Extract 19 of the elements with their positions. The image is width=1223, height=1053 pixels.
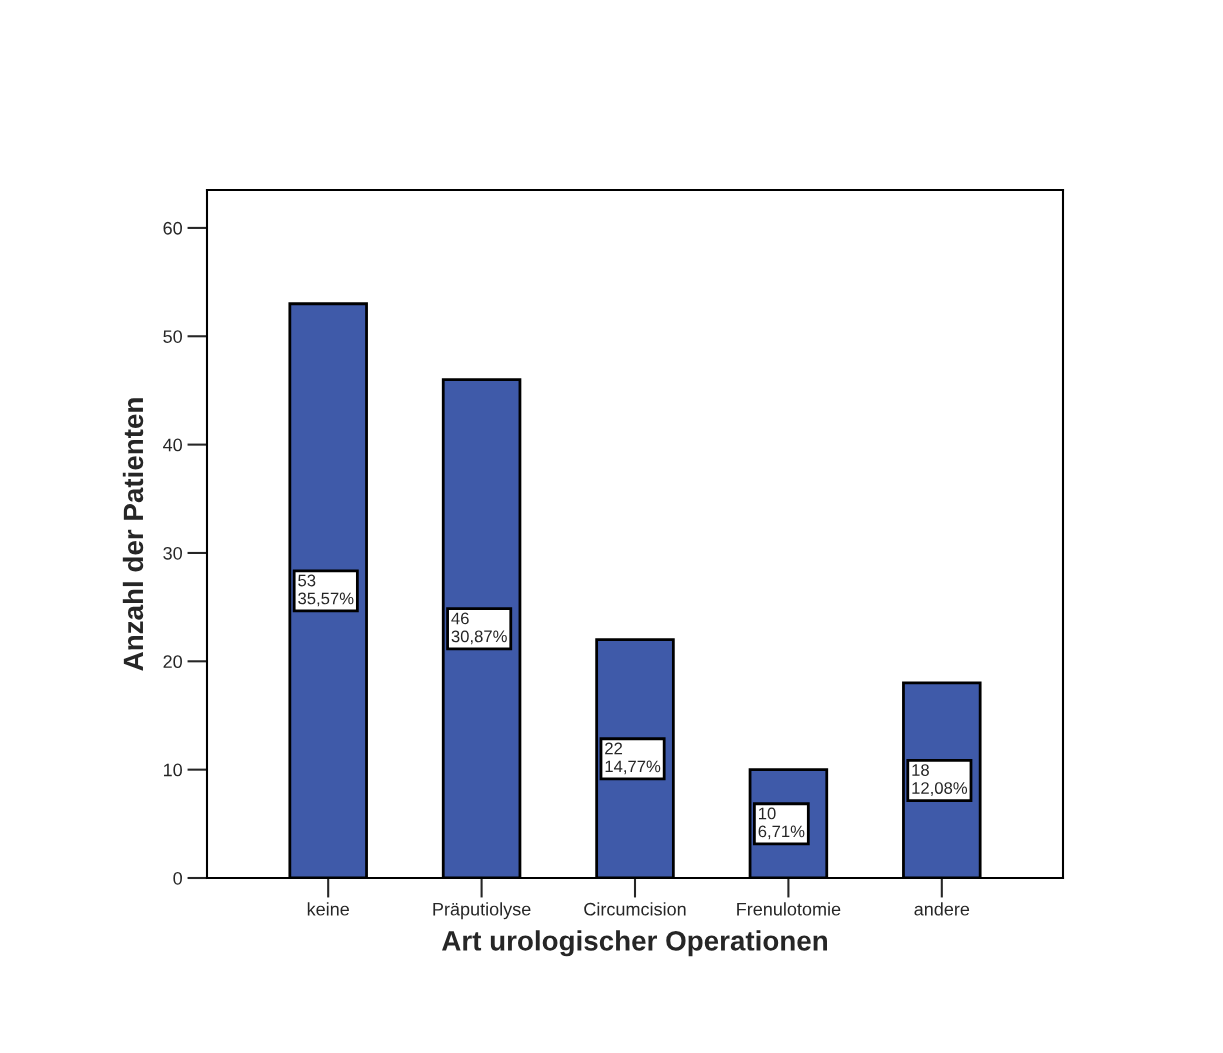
y-tick-label: 10 — [163, 763, 182, 777]
x-tick-label: keine — [307, 902, 349, 916]
y-tick-label: 40 — [163, 438, 182, 452]
x-tick-label: Präputiolyse — [433, 902, 531, 920]
data-label: 53 35,57% — [298, 574, 354, 607]
y-tick-label: 60 — [163, 221, 182, 235]
data-label: 10 6,71% — [758, 807, 805, 840]
y-tick-label: 0 — [173, 871, 182, 885]
x-tick-label: Frenulotomie — [737, 902, 841, 916]
data-label: 22 14,77% — [605, 742, 661, 775]
x-axis-title: Art urologischer Operationen — [442, 930, 827, 957]
y-tick-label: 50 — [163, 330, 182, 343]
y-axis-title: Anzahl der Patienten — [122, 398, 144, 671]
x-tick-label: andere — [914, 902, 970, 916]
data-label: 46 30,87% — [451, 612, 507, 645]
y-tick-label: 30 — [163, 546, 182, 560]
y-tick-label: 20 — [163, 655, 182, 669]
data-label: 18 12,08% — [912, 764, 968, 796]
x-tick-label: Circumcision — [584, 902, 686, 916]
